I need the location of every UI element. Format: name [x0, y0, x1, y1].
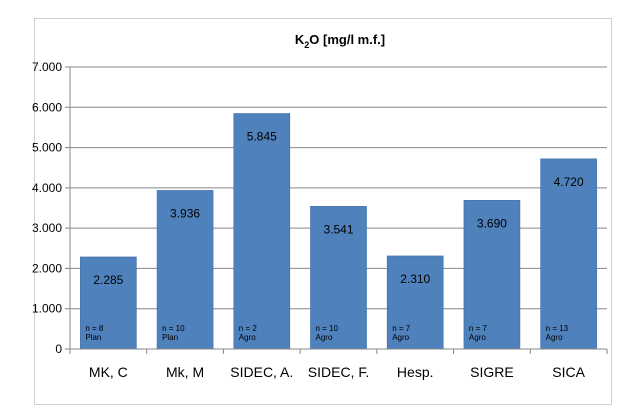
bar-value-label: 3.690 [477, 216, 507, 230]
bar-n-note: n = 13 [546, 324, 569, 333]
bar-n-note: n = 10 [162, 324, 185, 333]
y-tick-label: 5.000 [32, 141, 62, 155]
y-tick-label: 4.000 [32, 181, 62, 195]
bar-n-note: n = 8 [85, 324, 104, 333]
y-tick-label: 1.000 [32, 302, 62, 316]
bar-type-note: Agro [392, 333, 409, 342]
title-subscript: 2 [304, 40, 309, 50]
bar-type-note: Plan [85, 333, 101, 342]
bar-n-note: n = 10 [316, 324, 339, 333]
bar [310, 206, 367, 350]
x-category-label: SICA [552, 364, 585, 380]
bar-value-label: 2.285 [93, 273, 123, 287]
bar-n-note: n = 7 [392, 324, 411, 333]
bar [386, 255, 444, 350]
title-rest: O [mg/l m.f.] [309, 32, 385, 47]
x-category-label: Mk, M [166, 364, 204, 380]
y-axis-ticks: 0 1.000 2.000 3.000 4.000 5.000 6.000 7.000 [32, 60, 70, 356]
bar-value-label: 2.310 [400, 272, 430, 286]
axes [69, 67, 608, 354]
y-tick-label: 7.000 [32, 60, 62, 74]
bar-n-note: n = 2 [239, 324, 258, 333]
bar-value-label: 3.936 [170, 206, 200, 220]
x-category-label: Hesp. [397, 364, 434, 380]
bar [463, 200, 521, 350]
y-tick-label: 0 [55, 342, 62, 356]
y-tick-label: 3.000 [32, 221, 62, 235]
bar [233, 113, 291, 350]
x-category-label: SIDEC, F. [308, 364, 369, 380]
bar-value-label: 5.845 [247, 130, 277, 144]
x-category-label: SIGRE [470, 364, 514, 380]
x-category-label: SIDEC, A. [230, 364, 293, 380]
bar-n-note: n = 7 [469, 324, 488, 333]
bar-type-note: Agro [316, 333, 333, 342]
y-tick-label: 2.000 [32, 261, 62, 275]
bar [156, 190, 214, 350]
bar-type-note: Agro [239, 333, 256, 342]
title-main: K [295, 32, 305, 47]
x-axis-labels: MK, C Mk, M SIDEC, A. SIDEC, F. Hesp. SIGRE SI… [89, 364, 586, 380]
bar-type-note: Plan [162, 333, 178, 342]
chart-title: K2O [mg/l m.f.] [295, 32, 385, 50]
x-category-label: MK, C [89, 364, 128, 380]
bar-type-note: Agro [469, 333, 486, 342]
bar-type-note: Agro [546, 333, 563, 342]
bar [540, 158, 597, 350]
bar [80, 256, 137, 350]
y-tick-label: 6.000 [32, 100, 62, 114]
bar-value-label: 3.541 [323, 222, 353, 236]
bar-value-label: 4.720 [554, 175, 584, 189]
